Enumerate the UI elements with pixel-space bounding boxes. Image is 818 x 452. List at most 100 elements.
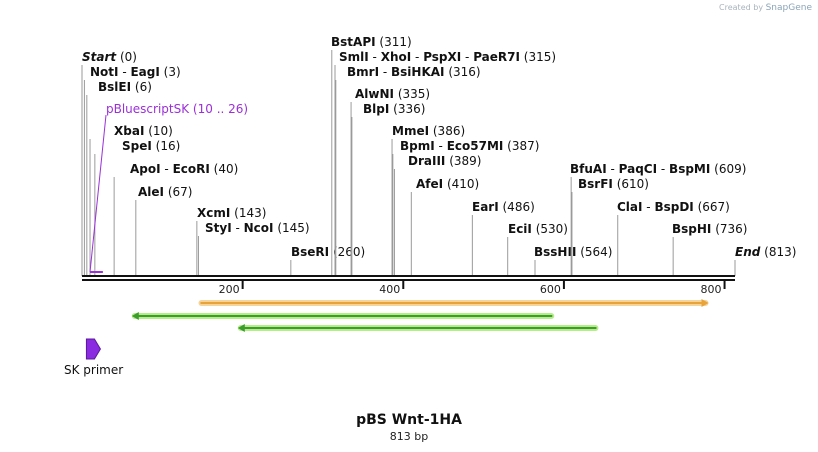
site-label[interactable]: Start (0) bbox=[82, 50, 137, 64]
enzyme-name[interactable]: XhoI bbox=[381, 50, 412, 64]
site-label[interactable]: BmrI - BsiHKAI (316) bbox=[347, 65, 481, 79]
enzyme-name[interactable]: Start bbox=[82, 50, 117, 64]
map-length: 813 bp bbox=[389, 430, 429, 443]
site-position: (145) bbox=[274, 221, 310, 235]
enzyme-name[interactable]: NcoI bbox=[244, 221, 274, 235]
feature-label[interactable]: pBluescriptSK (10 .. 26) bbox=[106, 102, 248, 116]
site-label[interactable]: End (813) bbox=[735, 245, 796, 259]
site-position: (67) bbox=[164, 185, 192, 199]
primer-arrow[interactable] bbox=[85, 338, 102, 360]
site-position: (143) bbox=[230, 206, 266, 220]
enzyme-name[interactable]: BspHI bbox=[672, 222, 711, 236]
site-label[interactable]: MmeI (386) bbox=[392, 124, 465, 138]
site-label[interactable]: EciI (530) bbox=[508, 222, 568, 236]
site-label[interactable]: AfeI (410) bbox=[416, 177, 479, 191]
feature-connector bbox=[89, 114, 107, 273]
enzyme-name[interactable]: MmeI bbox=[392, 124, 429, 138]
site-label[interactable]: BstAPI (311) bbox=[331, 35, 412, 49]
enzyme-name[interactable]: BslEI bbox=[98, 80, 131, 94]
site-label[interactable]: AleI (67) bbox=[138, 185, 192, 199]
site-position: (16) bbox=[152, 139, 180, 153]
site-position: (336) bbox=[389, 102, 425, 116]
site-position: (40) bbox=[210, 162, 238, 176]
enzyme-name[interactable]: SmlI bbox=[339, 50, 369, 64]
site-position: (610) bbox=[613, 177, 649, 191]
site-label[interactable]: BlpI (336) bbox=[363, 102, 425, 116]
enzyme-name[interactable]: NotI bbox=[90, 65, 119, 79]
site-label[interactable]: SpeI (16) bbox=[122, 139, 180, 153]
enzyme-name[interactable]: Eco57MI bbox=[447, 139, 504, 153]
site-position: (387) bbox=[503, 139, 539, 153]
enzyme-name[interactable]: PaeR7I bbox=[473, 50, 520, 64]
enzyme-name[interactable]: DraIII bbox=[408, 154, 445, 168]
enzyme-name[interactable]: ClaI bbox=[617, 200, 642, 214]
enzyme-name[interactable]: PspXI bbox=[423, 50, 461, 64]
enzyme-name[interactable]: EcoRI bbox=[173, 162, 210, 176]
enzyme-name[interactable]: XcmI bbox=[197, 206, 230, 220]
enzyme-name[interactable]: BmrI bbox=[347, 65, 379, 79]
name-separator: - bbox=[161, 162, 173, 176]
enzyme-name[interactable]: EciI bbox=[508, 222, 532, 236]
site-position: (260) bbox=[329, 245, 365, 259]
site-label[interactable]: NotI - EagI (3) bbox=[90, 65, 181, 79]
site-label[interactable]: BfuAI - PaqCI - BspMI (609) bbox=[570, 162, 746, 176]
scale-tick-label: 800 bbox=[701, 283, 722, 296]
scale-tick-label: 400 bbox=[379, 283, 400, 296]
enzyme-name[interactable]: BsiHKAI bbox=[391, 65, 445, 79]
enzyme-name[interactable]: ApoI bbox=[130, 162, 161, 176]
site-label[interactable]: BslEI (6) bbox=[98, 80, 152, 94]
site-label[interactable]: XcmI (143) bbox=[197, 206, 266, 220]
site-label[interactable]: BssHII (564) bbox=[534, 245, 613, 259]
enzyme-name[interactable]: AleI bbox=[138, 185, 164, 199]
enzyme-name[interactable]: PaqCI bbox=[619, 162, 657, 176]
site-position: (315) bbox=[520, 50, 556, 64]
enzyme-name[interactable]: BfuAI bbox=[570, 162, 607, 176]
site-position: (316) bbox=[445, 65, 481, 79]
enzyme-name[interactable]: BspMI bbox=[669, 162, 710, 176]
enzyme-name[interactable]: End bbox=[735, 245, 761, 259]
enzyme-name[interactable]: BpmI bbox=[400, 139, 435, 153]
site-label[interactable]: DraIII (389) bbox=[408, 154, 481, 168]
enzyme-name[interactable]: StyI bbox=[205, 221, 232, 235]
enzyme-name[interactable]: XbaI bbox=[114, 124, 144, 138]
site-position: (530) bbox=[532, 222, 568, 236]
site-position: (389) bbox=[445, 154, 481, 168]
site-position: (410) bbox=[443, 177, 479, 191]
watermark-prefix: Created by bbox=[719, 3, 764, 12]
site-position: (386) bbox=[429, 124, 465, 138]
enzyme-name[interactable]: BstAPI bbox=[331, 35, 376, 49]
site-label[interactable]: StyI - NcoI (145) bbox=[205, 221, 310, 235]
scale-tick-label: 200 bbox=[219, 283, 240, 296]
enzyme-name[interactable]: SpeI bbox=[122, 139, 152, 153]
site-label[interactable]: EarI (486) bbox=[472, 200, 535, 214]
enzyme-name[interactable]: BlpI bbox=[363, 102, 389, 116]
site-label[interactable]: BpmI - Eco57MI (387) bbox=[400, 139, 539, 153]
site-label[interactable]: XbaI (10) bbox=[114, 124, 173, 138]
site-label[interactable]: SmlI - XhoI - PspXI - PaeR7I (315) bbox=[339, 50, 556, 64]
site-label[interactable]: BseRI (260) bbox=[291, 245, 365, 259]
snapgene-watermark: Created by SnapGene bbox=[719, 3, 812, 13]
name-separator: - bbox=[642, 200, 654, 214]
site-label[interactable]: ClaI - BspDI (667) bbox=[617, 200, 730, 214]
primer-label[interactable]: SK primer bbox=[64, 363, 124, 377]
name-separator: - bbox=[607, 162, 619, 176]
feature-name[interactable]: pBluescriptSK bbox=[106, 102, 190, 116]
site-label[interactable]: AlwNI (335) bbox=[355, 87, 430, 101]
enzyme-name[interactable]: BseRI bbox=[291, 245, 329, 259]
enzyme-name[interactable]: BssHII bbox=[534, 245, 576, 259]
name-separator: - bbox=[369, 50, 381, 64]
name-separator: - bbox=[119, 65, 131, 79]
site-position: (736) bbox=[711, 222, 747, 236]
enzyme-name[interactable]: BspDI bbox=[654, 200, 693, 214]
enzyme-name[interactable]: AfeI bbox=[416, 177, 443, 191]
enzyme-name[interactable]: EagI bbox=[130, 65, 159, 79]
enzyme-name[interactable]: BsrFI bbox=[578, 177, 613, 191]
name-separator: - bbox=[379, 65, 391, 79]
site-label[interactable]: ApoI - EcoRI (40) bbox=[130, 162, 238, 176]
enzyme-name[interactable]: AlwNI bbox=[355, 87, 394, 101]
enzyme-name[interactable]: EarI bbox=[472, 200, 499, 214]
site-label[interactable]: BspHI (736) bbox=[672, 222, 747, 236]
site-position: (0) bbox=[116, 50, 137, 64]
site-label[interactable]: BsrFI (610) bbox=[578, 177, 649, 191]
